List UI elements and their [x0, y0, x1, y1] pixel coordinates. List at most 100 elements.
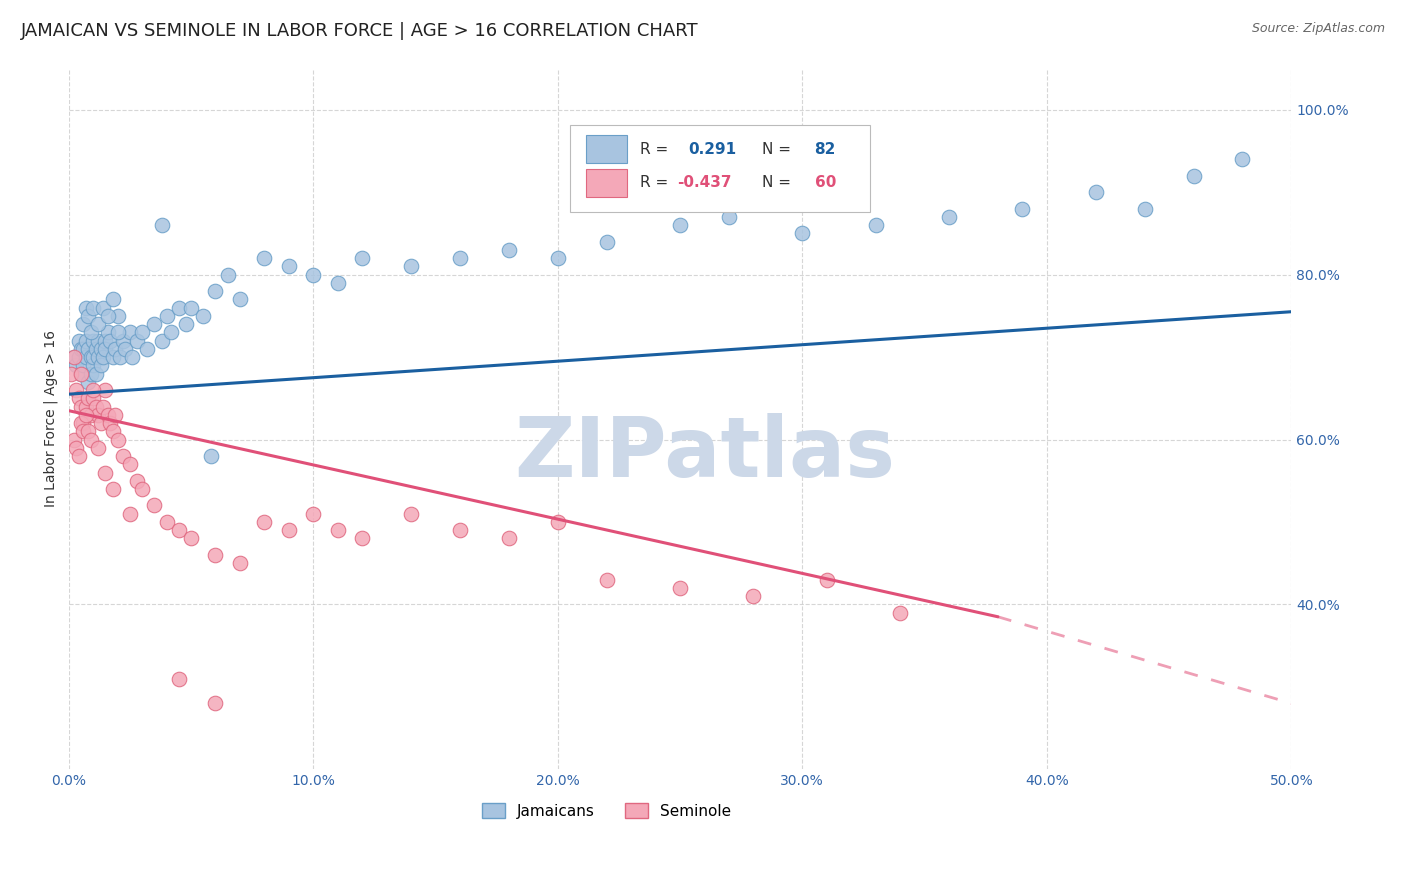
Point	[277, 260, 299, 274]
Legend: Jamaicans, Seminole: Jamaicans, Seminole	[475, 797, 738, 825]
Point	[72, 424, 94, 438]
Point	[107, 309, 129, 323]
Point	[104, 408, 127, 422]
Point	[253, 251, 276, 265]
Point	[70, 342, 93, 356]
Point	[72, 342, 94, 356]
Point	[167, 672, 190, 686]
Point	[352, 251, 374, 265]
Point	[180, 301, 202, 315]
Point	[62, 350, 84, 364]
Point	[200, 449, 222, 463]
Point	[131, 482, 153, 496]
Point	[67, 334, 90, 348]
Point	[108, 350, 131, 364]
Point	[77, 375, 100, 389]
Point	[865, 218, 887, 232]
Point	[150, 334, 173, 348]
Point	[101, 293, 124, 307]
Text: 0.291: 0.291	[689, 142, 737, 157]
Point	[67, 350, 90, 364]
Point	[107, 326, 129, 340]
Point	[77, 424, 100, 438]
Point	[326, 523, 349, 537]
Point	[217, 268, 239, 282]
Point	[87, 408, 110, 422]
Point	[101, 482, 124, 496]
Point	[97, 309, 120, 323]
Point	[792, 227, 814, 241]
Point	[84, 342, 107, 356]
Point	[127, 474, 149, 488]
Point	[136, 342, 159, 356]
Point	[595, 235, 617, 249]
FancyBboxPatch shape	[569, 125, 869, 212]
Point	[204, 697, 226, 711]
Point	[65, 441, 87, 455]
Point	[75, 334, 97, 348]
Point	[131, 326, 153, 340]
Point	[547, 515, 569, 529]
Point	[1011, 202, 1033, 216]
Point	[62, 350, 84, 364]
Point	[167, 523, 190, 537]
Text: R =: R =	[640, 142, 673, 157]
Point	[70, 416, 93, 430]
Point	[65, 359, 87, 373]
Point	[87, 334, 110, 348]
Point	[204, 548, 226, 562]
Point	[121, 350, 143, 364]
Point	[70, 400, 93, 414]
Point	[595, 573, 617, 587]
Point	[669, 218, 692, 232]
Y-axis label: In Labor Force | Age > 16: In Labor Force | Age > 16	[44, 330, 58, 508]
Point	[160, 326, 183, 340]
Point	[118, 457, 141, 471]
Point	[94, 466, 117, 480]
FancyBboxPatch shape	[586, 169, 627, 197]
Point	[84, 400, 107, 414]
Point	[143, 317, 166, 331]
Point	[75, 400, 97, 414]
Point	[75, 408, 97, 422]
Point	[75, 350, 97, 364]
Point	[94, 342, 117, 356]
Point	[89, 359, 111, 373]
Point	[67, 392, 90, 406]
Point	[111, 334, 134, 348]
Point	[889, 606, 911, 620]
Point	[167, 301, 190, 315]
Point	[180, 532, 202, 546]
Point	[91, 350, 114, 364]
Point	[111, 449, 134, 463]
Text: 60: 60	[814, 175, 837, 190]
Text: R =: R =	[640, 175, 673, 190]
Point	[118, 326, 141, 340]
Point	[80, 350, 103, 364]
Point	[98, 334, 121, 348]
Point	[302, 507, 325, 521]
Point	[127, 334, 149, 348]
Point	[80, 408, 103, 422]
Point	[1182, 169, 1205, 183]
Text: JAMAICAN VS SEMINOLE IN LABOR FORCE | AGE > 16 CORRELATION CHART: JAMAICAN VS SEMINOLE IN LABOR FORCE | AG…	[21, 22, 699, 40]
Text: Source: ZipAtlas.com: Source: ZipAtlas.com	[1251, 22, 1385, 36]
Point	[938, 210, 960, 224]
Point	[107, 433, 129, 447]
Point	[1133, 202, 1156, 216]
Point	[104, 342, 127, 356]
Point	[150, 218, 173, 232]
Point	[80, 326, 103, 340]
Point	[449, 251, 471, 265]
Point	[97, 408, 120, 422]
Point	[82, 392, 104, 406]
Point	[82, 350, 104, 364]
Point	[143, 499, 166, 513]
Point	[253, 515, 276, 529]
Point	[82, 301, 104, 315]
Point	[72, 317, 94, 331]
Point	[94, 334, 117, 348]
Point	[82, 383, 104, 397]
Point	[326, 276, 349, 290]
Point	[669, 581, 692, 595]
